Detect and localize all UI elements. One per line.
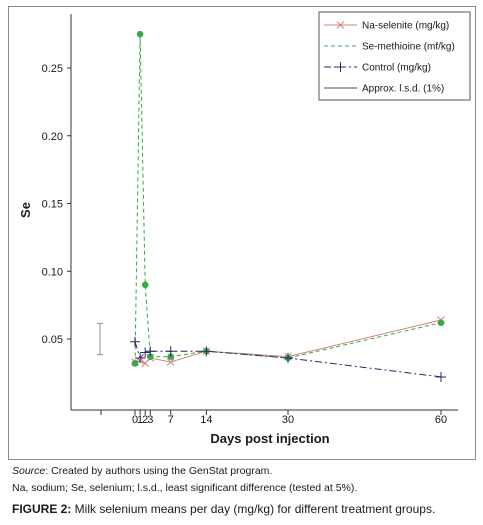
legend-marker	[336, 21, 345, 29]
abbreviations-caption: Na, sodium; Se, selenium; l.s.d., least …	[12, 482, 358, 494]
legend-box	[318, 11, 471, 101]
data-point	[166, 358, 175, 366]
data-point	[437, 319, 445, 327]
y-tick-label: 0.05	[42, 334, 63, 346]
legend-label: Approx. l.s.d. (1%)	[362, 84, 444, 95]
x-tick-label: 60	[435, 414, 447, 426]
x-axis-label: Days post injection	[210, 431, 329, 446]
x-tick-label: 2	[142, 414, 148, 426]
y-tick-label: 0.15	[42, 199, 63, 211]
data-point	[140, 347, 151, 358]
data-point	[165, 346, 176, 357]
x-tick-label: 14	[200, 414, 212, 426]
legend-label: Na-selenite (mg/kg)	[362, 21, 449, 32]
legend-label: Control (mg/kg)	[362, 63, 431, 74]
figure-caption: FIGURE 2: Milk selenium means per day (m…	[12, 502, 436, 516]
y-axis-label: Se	[18, 202, 33, 218]
x-tick-label: 3	[147, 414, 153, 426]
x-tick-label: 0	[132, 414, 138, 426]
lsd-error-bar	[97, 322, 103, 356]
data-point	[436, 371, 446, 382]
figure-frame	[8, 6, 476, 460]
x-tick-label: 7	[168, 414, 174, 426]
data-point	[201, 346, 212, 357]
y-tick-label: 0.25	[42, 63, 63, 75]
data-point	[131, 360, 139, 367]
y-tick-label: 0.20	[42, 131, 63, 143]
x-tick-label: 1	[137, 414, 143, 426]
data-point	[145, 346, 156, 357]
series-line-2	[134, 34, 442, 364]
y-tick-label: 0.10	[42, 266, 63, 278]
legend-label: Se-methioine (mf/kg)	[362, 42, 455, 53]
legend-marker	[335, 62, 346, 72]
data-point	[147, 353, 154, 360]
x-tick-label: 30	[282, 414, 294, 426]
data-point	[135, 352, 146, 363]
source-caption: Source: Created by authors using the Gen…	[12, 465, 273, 477]
series-line-3	[134, 341, 442, 378]
data-point	[167, 353, 174, 360]
data-point	[136, 30, 144, 38]
data-point	[283, 352, 293, 363]
data-point	[130, 336, 140, 347]
data-point	[141, 281, 149, 289]
